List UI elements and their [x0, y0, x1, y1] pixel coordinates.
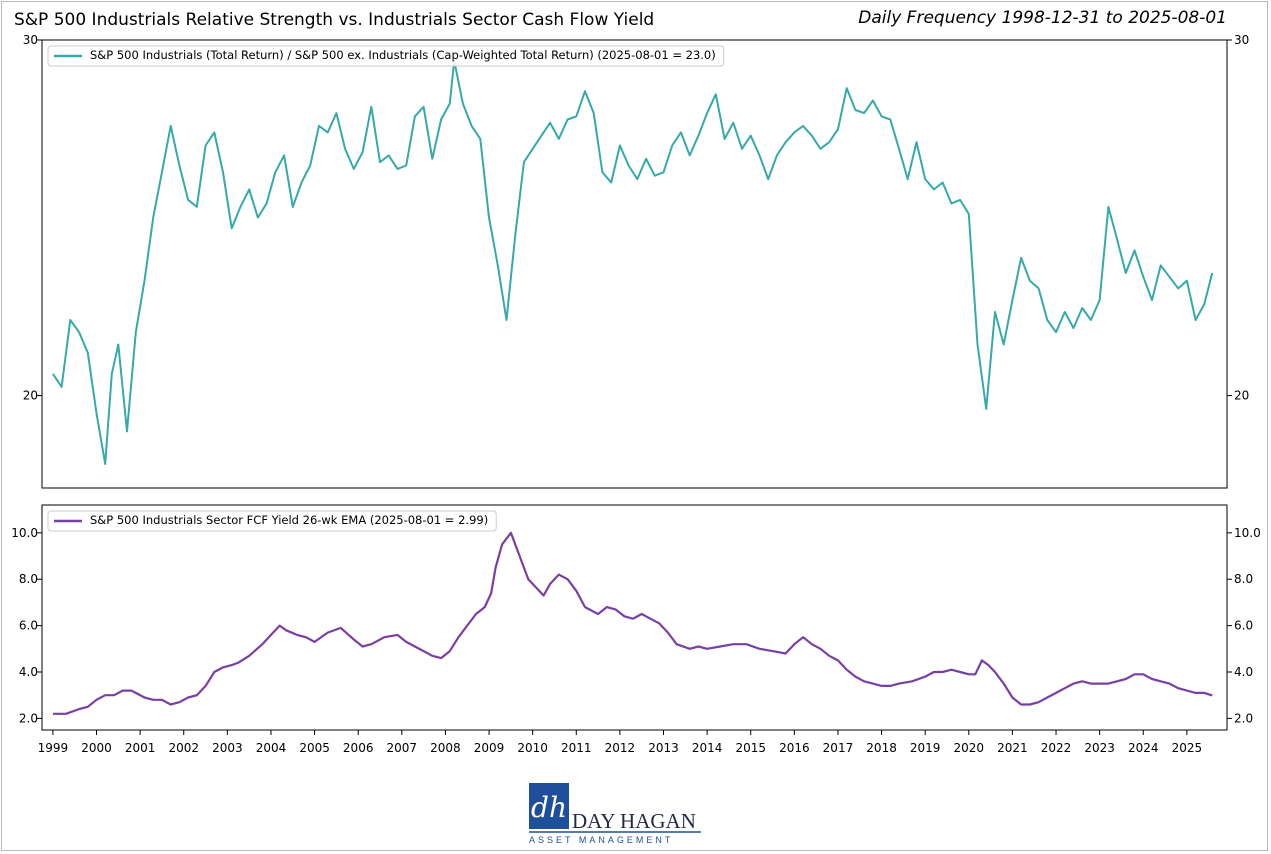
xtick-label: 1999 [38, 741, 69, 755]
bottom-legend-label: S&P 500 Industrials Sector FCF Yield 26-… [90, 513, 488, 527]
xtick-label: 2022 [1041, 741, 1072, 755]
bottom-ytick-label-right: 8.0 [1234, 572, 1253, 586]
xtick-label: 2016 [779, 741, 810, 755]
top-panel: 20 20 30 30 S&P 500 Industrials (Total Retur… [23, 33, 1249, 489]
chart-subtitle: Daily Frequency 1998-12-31 to 2025-08-01 [858, 8, 1227, 28]
top-ytick-label-right: 30 [1234, 33, 1249, 47]
bottom-series-line [52, 531, 1213, 715]
xtick-label: 2012 [605, 741, 636, 755]
bottom-ytick-label-left: 10.0 [11, 526, 38, 540]
bottom-ytick-label-right: 4.0 [1234, 665, 1253, 679]
xtick-label: 2003 [212, 741, 243, 755]
logo-monogram: dh [531, 791, 567, 824]
bottom-ytick-label-left: 8.0 [19, 572, 38, 586]
xtick-label: 2005 [299, 741, 330, 755]
top-legend-box [47, 45, 725, 67]
xtick-label: 2006 [343, 741, 374, 755]
xtick-label: 2013 [648, 741, 679, 755]
xtick-label: 2001 [125, 741, 156, 755]
xtick-label: 2021 [997, 741, 1028, 755]
bottom-ytick-label-right: 10.0 [1234, 526, 1261, 540]
xtick-label: 2020 [954, 741, 985, 755]
bottom-axes-frame [41, 504, 1228, 731]
bottom-ytick-label-right: 2.0 [1234, 711, 1253, 725]
bottom-ytick-label-left: 6.0 [19, 619, 38, 633]
logo-name: DAY HAGAN [572, 809, 696, 833]
bottom-legend-box [47, 510, 497, 532]
xtick-label: 2018 [866, 741, 897, 755]
xtick-label: 2024 [1128, 741, 1159, 755]
xtick-label: 2023 [1084, 741, 1115, 755]
xtick-label: 2010 [517, 741, 548, 755]
xtick-label: 2008 [430, 741, 461, 755]
bottom-ytick-label-left: 4.0 [19, 665, 38, 679]
bottom-panel: 2.0 2.0 4.0 4.0 6.0 6.0 8.0 8.0 10.0 10.0 1999 2000… [11, 504, 1261, 755]
top-ytick-label-left: 30 [23, 33, 38, 47]
xtick-label: 2014 [692, 741, 723, 755]
logo-monogram-box [529, 783, 569, 829]
top-axes-frame [41, 39, 1228, 489]
top-legend-label: S&P 500 Industrials (Total Return) / S&P… [90, 48, 716, 62]
xtick-label: 2017 [823, 741, 854, 755]
bottom-ytick-label-right: 6.0 [1234, 619, 1253, 633]
xtick-label: 2000 [81, 741, 112, 755]
xtick-label: 2009 [474, 741, 505, 755]
xtick-label: 2019 [910, 741, 941, 755]
day-hagan-logo: dh DAY HAGAN ASSET MANAGEMENT [529, 783, 701, 845]
xtick-label: 2025 [1172, 741, 1203, 755]
bottom-ytick-label-left: 2.0 [19, 711, 38, 725]
xtick-label: 2007 [387, 741, 418, 755]
logo-tagline: ASSET MANAGEMENT [529, 835, 673, 845]
xtick-label: 2002 [168, 741, 199, 755]
xtick-label: 2004 [256, 741, 287, 755]
xtick-label: 2011 [561, 741, 592, 755]
xtick-label: 2015 [735, 741, 766, 755]
top-series-line [52, 59, 1214, 465]
top-ytick-label-left: 20 [23, 389, 38, 403]
company-logo: dh DAY HAGAN ASSET MANAGEMENT [529, 783, 709, 845]
top-ytick-label-right: 20 [1234, 389, 1249, 403]
chart-title: S&P 500 Industrials Relative Strength vs… [14, 10, 655, 30]
